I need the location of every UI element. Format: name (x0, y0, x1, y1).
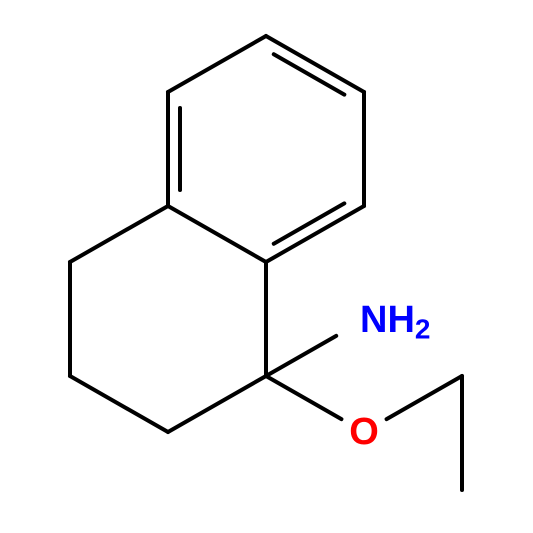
bond-line (168, 376, 266, 432)
bond-line (168, 36, 266, 92)
nitrogen-label: NH2 (360, 299, 430, 344)
bond-line (168, 206, 266, 262)
bond-line (266, 336, 336, 376)
bond-line (70, 376, 168, 432)
bond-line (387, 376, 462, 419)
bond-line (266, 36, 364, 92)
oxygen-label: O (349, 411, 379, 453)
bond-line (266, 376, 341, 419)
molecule-diagram: NH2 O (0, 0, 533, 533)
bond-line (266, 206, 364, 262)
bond-line (70, 206, 168, 262)
